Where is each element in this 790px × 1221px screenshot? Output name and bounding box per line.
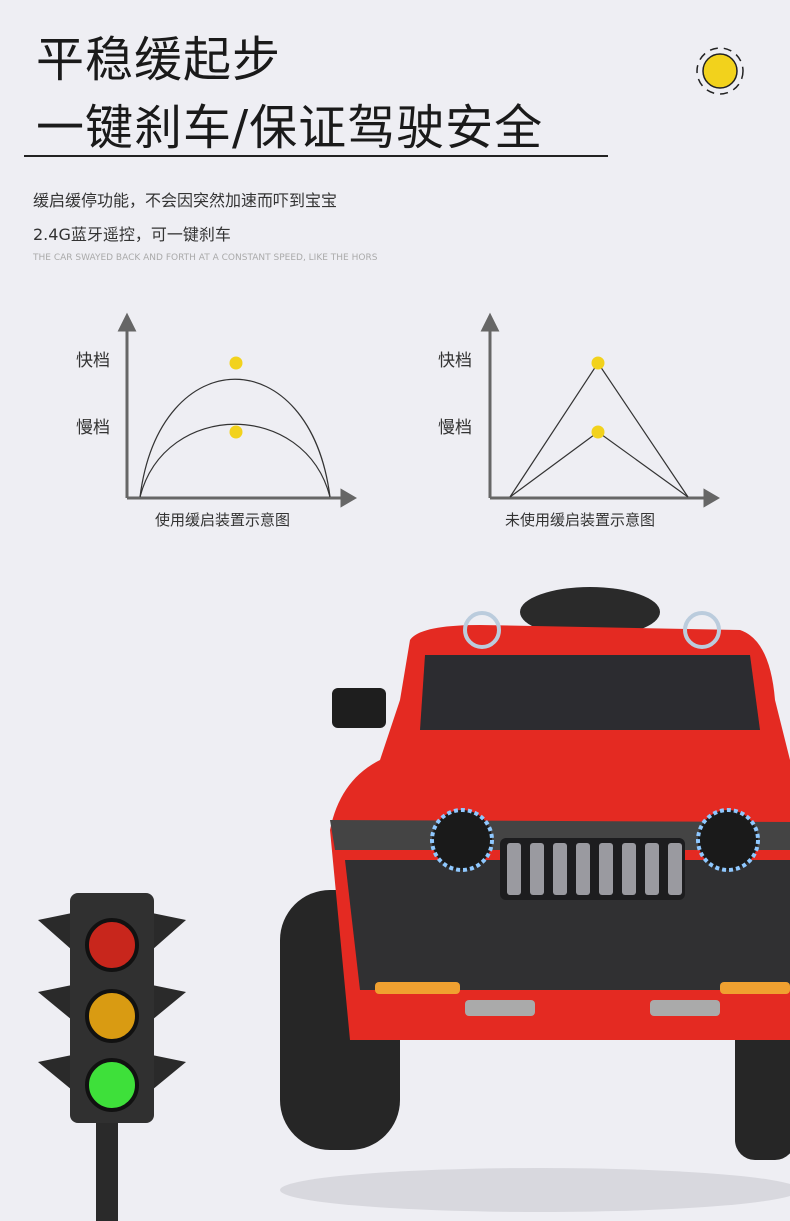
description-line2: 2.4G蓝牙遥控，可一键刹车 [33, 225, 231, 244]
diagram2-caption: 未使用缓启装置示意图 [505, 511, 656, 529]
ride-on-car-image [280, 587, 790, 1212]
diagram2-slow-label: 慢档 [438, 418, 472, 438]
diagram1-fast-label: 快档 [76, 351, 110, 371]
description-line1: 缓启缓停功能，不会因突然加速而吓到宝宝 [33, 191, 338, 210]
red-light [85, 918, 139, 972]
diagram1-caption: 使用缓启装置示意图 [155, 511, 291, 529]
diagram-without-soft-start [480, 312, 720, 508]
diagram-with-soft-start [117, 312, 357, 508]
fast-peak-dot [229, 356, 243, 370]
headline-line1: 平稳缓起步 [36, 32, 282, 88]
english-subtitle: THE CAR SWAYED BACK AND FORTH AT A CONST… [33, 253, 378, 263]
fast-curve [139, 378, 331, 498]
diagram2-fast-label: 快档 [438, 351, 472, 371]
slow-line [509, 431, 689, 498]
divider [24, 155, 608, 157]
fast-peak-dot [591, 356, 605, 370]
headline-line2: 一键刹车/保证驾驶安全 [36, 100, 544, 156]
green-light [85, 1058, 139, 1112]
slow-peak-dot [591, 425, 605, 439]
diagram1-slow-label: 慢档 [76, 418, 110, 438]
amber-light [85, 989, 139, 1043]
slow-curve [139, 423, 331, 498]
slow-peak-dot [229, 425, 243, 439]
sun-icon [696, 47, 744, 95]
traffic-light-image [38, 893, 186, 1221]
